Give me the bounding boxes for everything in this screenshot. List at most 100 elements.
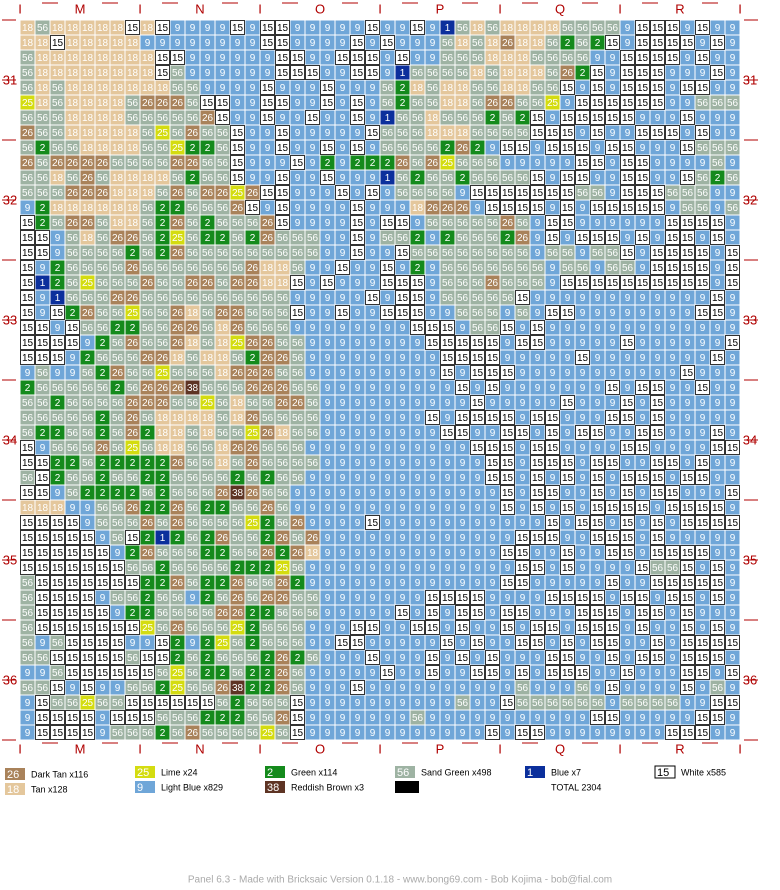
cell-code: 9 [235, 53, 241, 64]
cell-code: 9 [400, 488, 406, 499]
cell-code: 9 [130, 638, 136, 649]
cell-code: 9 [400, 713, 406, 724]
cell-code: 56 [502, 263, 514, 274]
cell-code: 56 [142, 368, 154, 379]
cell-code: 56 [187, 353, 199, 364]
cell-code: 18 [442, 128, 454, 139]
cell-code: 9 [385, 23, 391, 34]
cell-code: 9 [400, 548, 406, 559]
cell-code: 9 [730, 428, 736, 439]
cell-code: 56 [727, 143, 739, 154]
cell-code: 9 [715, 533, 721, 544]
cell-code: 9 [310, 503, 316, 514]
cell-code: 9 [415, 428, 421, 439]
cell-code: 56 [112, 533, 124, 544]
cell-code: 56 [187, 518, 199, 529]
cell-code: 15 [667, 38, 679, 49]
cell-code: 9 [370, 368, 376, 379]
cell-code: 56 [697, 203, 709, 214]
cell-code: 15 [607, 113, 619, 124]
cell-code: 18 [232, 413, 244, 424]
cell-code: 9 [340, 233, 346, 244]
cell-code: 9 [220, 83, 226, 94]
cell-code: 56 [532, 53, 544, 64]
cell-code: 18 [52, 23, 64, 34]
cell-code: 15 [697, 278, 709, 289]
cell-code: 9 [385, 518, 391, 529]
cell-code: 9 [310, 518, 316, 529]
cell-code: 56 [232, 728, 244, 739]
cell-code: 15 [637, 203, 649, 214]
cell-code: 15 [502, 188, 514, 199]
cell-code: 15 [682, 578, 694, 589]
mosaic-cell [305, 20, 320, 35]
cell-code: 9 [250, 98, 256, 109]
cell-code: 9 [715, 113, 721, 124]
cell-code: 56 [202, 563, 214, 574]
cell-code: 9 [490, 578, 496, 589]
cell-code: 56 [127, 353, 139, 364]
cell-code: 26 [202, 278, 214, 289]
cell-code: 56 [277, 503, 289, 514]
cell-code: 9 [490, 593, 496, 604]
cell-code: 9 [340, 368, 346, 379]
cell-code: 9 [715, 728, 721, 739]
cell-code: 9 [685, 713, 691, 724]
cell-code: 9 [730, 473, 736, 484]
cell-code: 15 [637, 608, 649, 619]
cell-code: 56 [187, 563, 199, 574]
cell-code: 15 [652, 98, 664, 109]
cell-code: 9 [475, 653, 481, 664]
cell-code: 15 [367, 23, 379, 34]
cell-code: 15 [592, 533, 604, 544]
cell-code: 9 [595, 323, 601, 334]
mosaic-cell [110, 80, 125, 95]
cell-code: 9 [400, 533, 406, 544]
cell-code: 2 [145, 503, 151, 514]
cell-code: 9 [685, 158, 691, 169]
cell-code: 26 [67, 218, 79, 229]
cell-code: 56 [607, 248, 619, 259]
cell-code: 9 [355, 413, 361, 424]
cell-code: 2 [265, 473, 271, 484]
cell-code: 9 [670, 113, 676, 124]
cell-code: 9 [100, 533, 106, 544]
cell-code: 9 [310, 293, 316, 304]
cell-code: 9 [580, 308, 586, 319]
cell-code: 9 [535, 143, 541, 154]
cell-code: 15 [337, 638, 349, 649]
cell-code: 9 [190, 38, 196, 49]
mosaic-cell [35, 110, 50, 125]
cell-code: 56 [172, 278, 184, 289]
cell-code: 56 [442, 263, 454, 274]
cell-code: 2 [85, 488, 91, 499]
cell-code: 2 [175, 653, 181, 664]
mosaic-cell [395, 35, 410, 50]
cell-code: 9 [700, 623, 706, 634]
cell-code: 9 [220, 68, 226, 79]
legend-label: Green x114 [291, 767, 337, 777]
cell-code: 9 [640, 713, 646, 724]
cell-code: 9 [280, 83, 286, 94]
cell-code: 15 [562, 128, 574, 139]
cell-code: 26 [187, 728, 199, 739]
cell-code: 56 [472, 323, 484, 334]
cell-code: 56 [52, 98, 64, 109]
cell-code: 25 [172, 668, 184, 679]
cell-code: 26 [97, 158, 109, 169]
cell-code: 26 [247, 338, 259, 349]
cell-code: 9 [340, 323, 346, 334]
mosaic-cell [575, 65, 590, 80]
cell-code: 15 [607, 233, 619, 244]
cell-code: 56 [457, 698, 469, 709]
cell-code: 15 [592, 713, 604, 724]
cell-code: 9 [430, 38, 436, 49]
cell-code: 2 [205, 548, 211, 559]
cell-code: 26 [127, 338, 139, 349]
cell-code: 18 [67, 53, 79, 64]
cell-code: 9 [715, 188, 721, 199]
cell-code: 15 [712, 698, 724, 709]
cell-code: 9 [355, 548, 361, 559]
cell-code: 9 [625, 713, 631, 724]
mosaic-cell [380, 95, 395, 110]
